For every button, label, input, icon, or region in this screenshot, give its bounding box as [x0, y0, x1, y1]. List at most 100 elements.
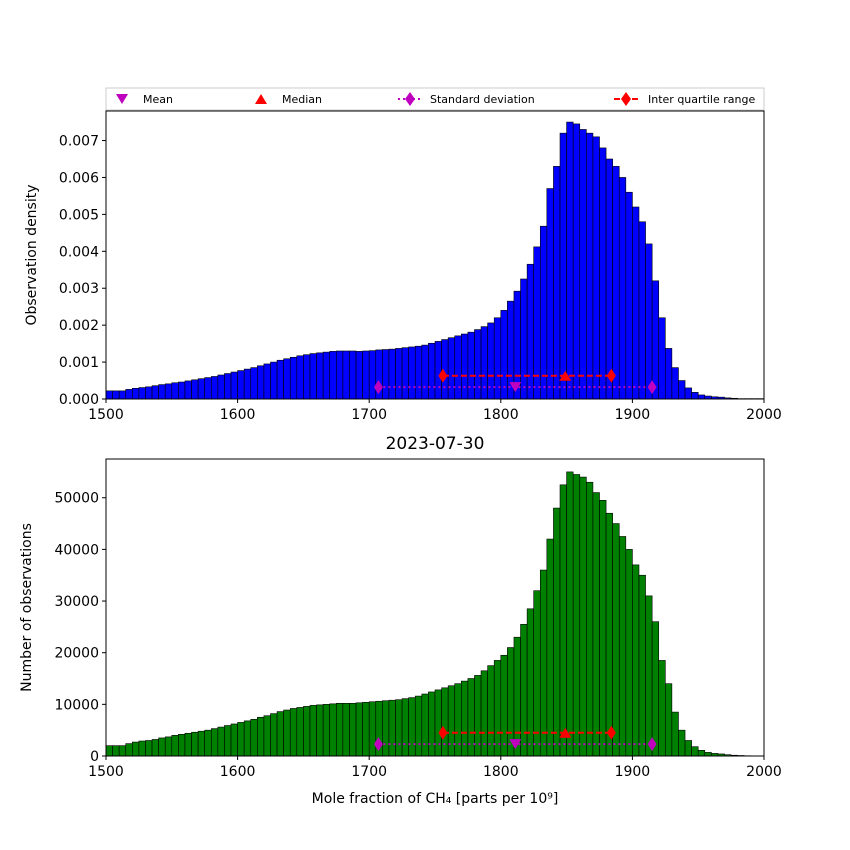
- density-x-tick-label: 1800: [483, 407, 519, 423]
- count-bar: [243, 720, 252, 757]
- count-bar: [382, 700, 390, 757]
- density-y-ticks: 0.000 0.001 0.002 0.003 0.004 0.005 0.006 0.007: [59, 134, 106, 408]
- count-bar: [500, 654, 508, 757]
- count-bar: [645, 595, 653, 757]
- density-bar: [303, 354, 311, 400]
- density-bar: [171, 382, 179, 400]
- count-bar: [671, 711, 679, 757]
- count-bar: [125, 743, 133, 757]
- count-bar: [526, 608, 534, 757]
- density-bar: [349, 350, 357, 400]
- count-y-tick-label: 30000: [54, 594, 99, 610]
- count-y-ticks: 0 10000 20000 30000 40000 50000: [54, 491, 106, 765]
- legend-label-median: Median: [282, 93, 322, 106]
- count-bar: [612, 523, 620, 757]
- count-bar: [533, 590, 541, 757]
- count-x-tick-label: 1500: [88, 764, 124, 780]
- count-bar: [704, 752, 712, 757]
- density-bar: [151, 385, 159, 400]
- count-bar: [605, 512, 613, 757]
- density-bar: [289, 356, 298, 400]
- count-y-tick-label: 20000: [54, 646, 99, 662]
- count-bar: [217, 726, 225, 757]
- density-bar: [263, 363, 271, 400]
- density-bar: [539, 225, 548, 400]
- density-bar: [132, 387, 140, 400]
- density-bar: [664, 348, 673, 400]
- density-bar: [447, 337, 456, 400]
- std-marker-icon: [405, 92, 415, 106]
- count-bar: [559, 484, 567, 757]
- count-y-axis-label: Number of observations: [19, 523, 35, 692]
- density-bar: [599, 147, 607, 400]
- count-bar: [579, 476, 587, 757]
- count-x-tick-label: 1600: [220, 764, 256, 780]
- legend-entry-iqr: Inter quartile range: [614, 92, 755, 106]
- count-bar: [151, 739, 159, 757]
- density-bar: [697, 394, 706, 400]
- count-y-tick-label: 10000: [54, 697, 99, 713]
- density-bar: [138, 387, 146, 400]
- density-bar: [658, 317, 666, 400]
- density-bar: [434, 341, 442, 400]
- density-bar: [296, 355, 304, 400]
- density-bar: [125, 389, 133, 400]
- density-y-tick-label: 0.004: [59, 244, 99, 260]
- density-y-tick-label: 0.001: [59, 355, 99, 371]
- legend-label-std: Standard deviation: [430, 93, 535, 106]
- density-bar: [526, 263, 534, 400]
- density-x-tick-label: 1700: [351, 407, 387, 423]
- count-bar: [388, 699, 396, 757]
- density-bar: [224, 373, 232, 400]
- density-bar: [230, 371, 238, 400]
- count-stat-markers: [373, 725, 657, 752]
- legend-entry-median: Median: [255, 93, 322, 106]
- density-bar: [592, 136, 600, 400]
- density-bar: [586, 132, 594, 400]
- density-bar: [401, 347, 409, 400]
- count-bar: [599, 500, 607, 757]
- density-y-tick-label: 0.007: [59, 134, 99, 150]
- iqr-marker-icon: [621, 92, 631, 106]
- count-bar: [632, 564, 640, 757]
- count-bar: [178, 734, 186, 757]
- mean-marker-icon: [116, 94, 128, 104]
- count-bar: [434, 689, 442, 757]
- count-y-tick-label: 0: [90, 749, 99, 765]
- density-x-tick-label: 2000: [746, 407, 782, 423]
- count-bar: [263, 715, 271, 757]
- count-bar: [368, 701, 377, 757]
- count-bar: [355, 702, 363, 757]
- density-bar: [145, 386, 153, 400]
- density-bar: [388, 348, 396, 400]
- count-bar: [276, 711, 284, 757]
- median-marker-icon: [255, 94, 267, 104]
- density-bar: [632, 206, 640, 400]
- count-bar: [210, 728, 219, 757]
- density-bar: [559, 132, 567, 400]
- count-bar: [658, 660, 666, 757]
- density-bar: [428, 342, 436, 400]
- count-bar: [651, 621, 660, 757]
- density-std-high-marker: [647, 380, 657, 395]
- count-bar: [428, 691, 436, 757]
- density-bar: [671, 367, 679, 400]
- count-mean-marker: [509, 739, 522, 750]
- count-bar: [566, 471, 574, 757]
- count-bar: [493, 660, 502, 757]
- count-bar: [105, 745, 113, 757]
- density-bar: [414, 345, 423, 400]
- density-bar: [322, 351, 331, 400]
- count-bar: [684, 740, 692, 757]
- count-bar: [257, 716, 265, 757]
- density-bar: [395, 348, 403, 400]
- count-bar: [224, 725, 232, 757]
- density-bar: [546, 188, 554, 400]
- count-bar: [401, 698, 409, 757]
- density-bar: [638, 221, 646, 400]
- density-bar: [691, 392, 699, 400]
- density-bar: [283, 358, 291, 400]
- density-bar: [645, 243, 653, 400]
- count-bar: [270, 713, 278, 757]
